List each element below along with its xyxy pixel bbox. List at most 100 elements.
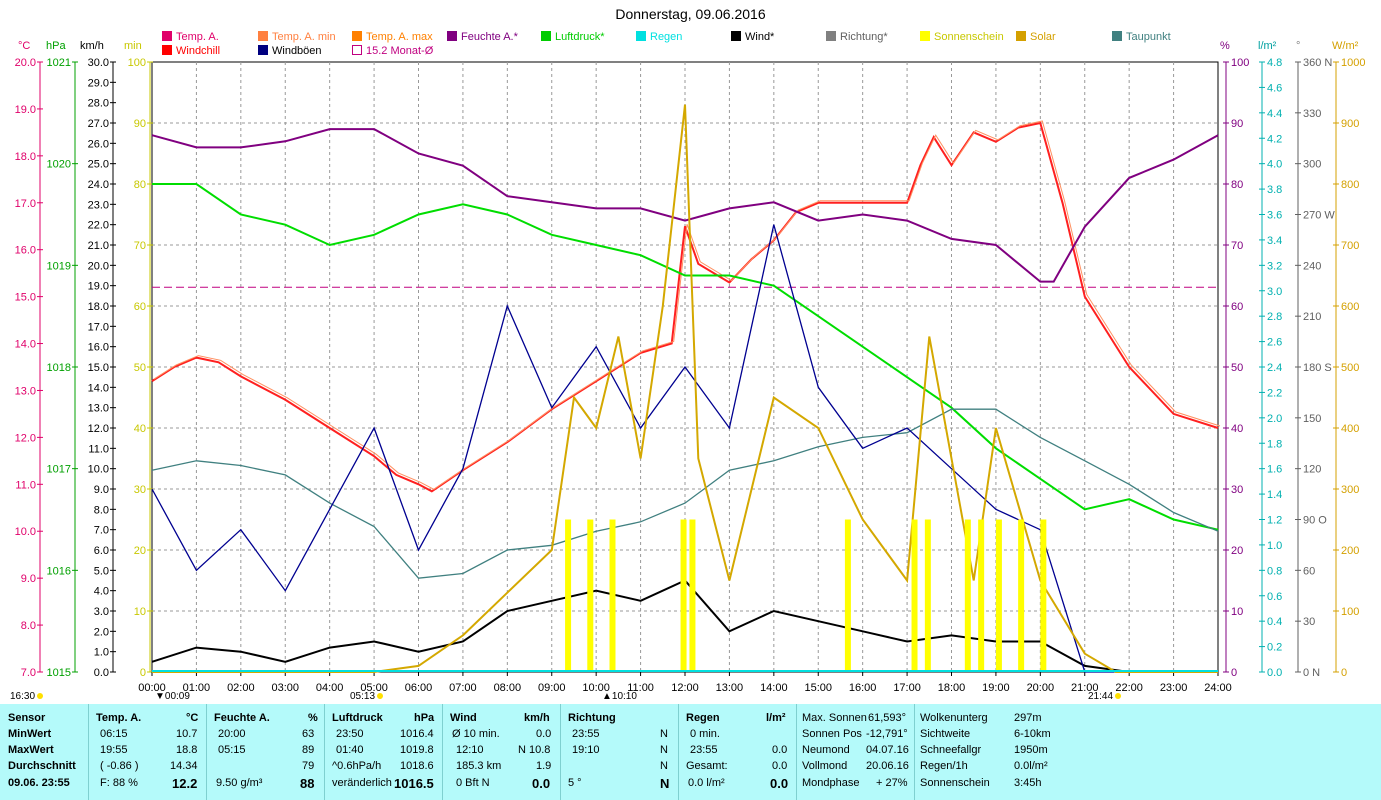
rain-axis-tick-label: 2.2 [1267,387,1282,399]
direction-axis-tick-label: 60 [1303,565,1315,577]
legend-item: Luftdruck* [541,31,605,43]
wind-avg-note: 185.3 km [456,760,502,772]
solar-axis-tick-label: 1000 [1341,57,1365,69]
solar-axis-tick-label: 500 [1341,362,1359,374]
weather-chart: 20.0 19.0 18.0 17.0 16.0 15.0 14.0 13.0 12.0 11.0… [15,57,1366,694]
legend-label: Wind* [745,31,775,43]
x-tick-label: 20:00 [1027,682,1055,694]
misc-value-3: 1950m [1014,744,1048,756]
wind-axis-tick-label: 0.0 [94,667,109,679]
rain-axis-tick-label: 4.4 [1267,108,1282,120]
x-tick-label: 24:00 [1204,682,1232,694]
sunshine-bar [964,519,971,672]
rain-axis-tick-label: 1.6 [1267,464,1282,476]
humidity-axis-tick-label: 20 [1231,545,1243,557]
temp-max-time: 19:55 [100,744,128,756]
rain-axis-tick-label: 4.2 [1267,133,1282,145]
temp-a-series [151,121,1219,493]
legend-swatch [352,31,362,41]
sun-label-5: Mondphase [802,777,860,789]
feuchte-a-series [151,128,1219,283]
rain-axis-tick-label: 1.0 [1267,540,1282,552]
legend-swatch [541,31,551,41]
hdr-hum-unit: % [308,712,318,724]
sunshine-bar [565,519,572,672]
sunshine-bar [680,519,687,672]
wind-axis-tick-label: 2.0 [94,626,109,638]
x-tick-label: 04:00 [316,682,344,694]
luftdruck-series [152,183,1219,531]
wind-axis-tick-label: 20.0 [88,260,109,272]
direction-axis-tick-label: 210 [1303,311,1321,323]
minutes-axis-tick-label: 10 [134,606,146,618]
rain-axis-tick-label: 4.6 [1267,82,1282,94]
temp-axis-tick-label: 9.0 [21,573,36,585]
solar-axis-tick-label: 300 [1341,484,1359,496]
temp-axis-tick-label: 15.0 [15,292,36,304]
x-tick-label: 03:00 [271,682,299,694]
rain-cur-val: 0.0 [770,776,789,791]
solar-axis-tick-label: 400 [1341,423,1359,435]
x-tick-label: 19:00 [982,682,1010,694]
temp-axis-tick-label: 10.0 [15,526,36,538]
x-tick-label: 11:00 [627,682,654,694]
misc-label-2: Sichtweite [920,728,971,740]
chart-title: Donnerstag, 09.06.2016 [615,6,766,22]
hum-avg-val: 79 [302,760,315,772]
direction-axis-tick-label: 270 W [1303,210,1335,222]
rain-avg-note: Gesamt: [686,760,728,772]
legend-swatch [826,31,836,41]
wind-axis-tick-label: 9.0 [94,484,109,496]
sunshine-bar [1018,519,1025,672]
humidity-axis-tick-label: 30 [1231,484,1243,496]
legend-item: Temp. A. min [258,31,336,43]
wind-axis-tick-label: 1.0 [94,647,109,659]
x-tick-label: 06:00 [405,682,433,694]
temp-min-val: 10.7 [176,728,198,740]
temp-cur-val: 12.2 [172,776,198,791]
hum-cur-val: 88 [300,776,315,791]
x-tick-label: 18:00 [938,682,966,694]
dir-cur-val: N [660,776,670,791]
wind-axis-tick-label: 21.0 [88,240,109,252]
summary-table: Sensor Temp. A. °C Feuchte A. % Luftdruc… [0,704,1381,800]
pressure-axis-tick-label: 1016 [47,565,71,577]
hum-max-val: 89 [302,744,315,756]
humidity-axis-tick-label: 40 [1231,423,1243,435]
misc-value-4: 0.0l/m² [1014,760,1048,772]
x-tick-label: 10:00 [582,682,610,694]
sun-value-3: 04.07.16 [866,744,909,756]
hdr-press-unit: hPa [414,712,435,724]
wind-max-val: N 10.8 [518,744,551,756]
wind-axis-tick-label: 4.0 [94,586,109,598]
marker-t4: 21:44 [1088,691,1122,702]
humidity-axis-tick-label: 60 [1231,301,1243,313]
minutes-axis-tick-label: 30 [134,484,146,496]
direction-axis-tick-label: 180 S [1303,362,1332,374]
temp-cur-note: F: 88 % [100,777,138,789]
sun-value-2: -12,791° [866,728,908,740]
legend-swatch [1016,31,1026,41]
legend-swatch [258,45,268,55]
dir-min-time: 23:55 [572,728,600,740]
misc-value-5: 3:45h [1014,777,1042,789]
windb-en-series [151,224,1218,673]
sun-label-1: Max. Sonnen [802,712,867,724]
marker-t3: ▲10:10 [602,691,637,702]
sunshine-bar [924,519,931,672]
taupunkt-series [151,408,1219,579]
solar-unit-label: W/m² [1332,40,1359,52]
temp-max-series [153,120,1221,490]
wind-axis-tick-label: 19.0 [88,281,109,293]
temp-axis-tick-label: 7.0 [21,667,36,679]
legend-item: Richtung* [826,31,888,43]
hdr-temp: Temp. A. [96,712,142,724]
legend-item: Feuchte A.* [447,31,518,43]
rain-axis-tick-label: 1.8 [1267,438,1282,450]
direction-unit-label: ° [1296,40,1301,52]
hum-min-time: 20:00 [218,728,246,740]
hdr-rain: Regen [686,712,720,724]
pressure-unit-label: hPa [46,40,66,52]
marker-t2: 05:13 [350,691,384,702]
legend-label: Temp. A. max [366,31,433,43]
